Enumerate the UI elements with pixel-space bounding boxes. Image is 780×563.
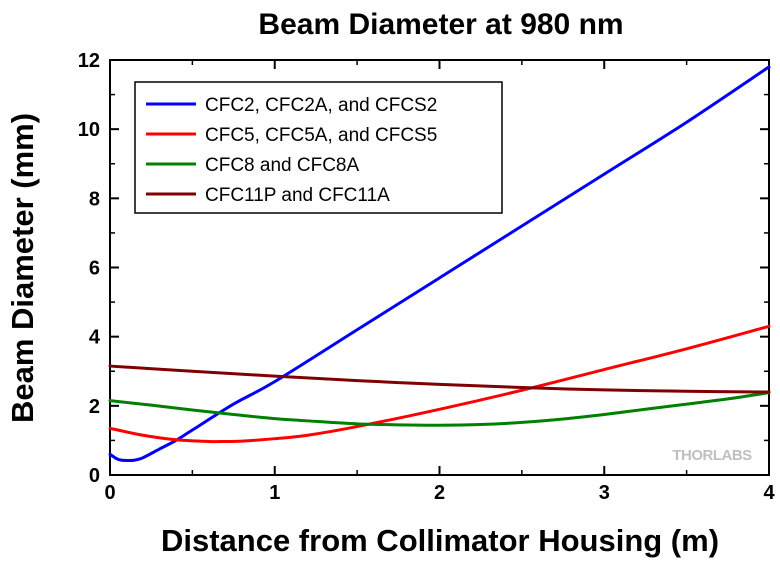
y-tick-label: 2 bbox=[89, 396, 100, 418]
x-tick-label: 4 bbox=[763, 482, 775, 504]
series-line-2 bbox=[108, 324, 771, 444]
y-tick-label: 6 bbox=[89, 258, 100, 280]
x-axis: 0 1 2 3 4 bbox=[104, 60, 775, 504]
legend-label-1: CFC2, CFC2A, and CFCS2 bbox=[205, 95, 437, 116]
series-layer bbox=[108, 65, 771, 463]
y-tick-label: 0 bbox=[89, 465, 100, 487]
thorlabs-watermark: THORLABS bbox=[672, 447, 752, 464]
y-tick-label: 4 bbox=[89, 327, 101, 349]
y-axis-label: Beam Diameter (mm) bbox=[5, 113, 40, 423]
y-axis: 0 2 4 6 8 10 12 bbox=[78, 50, 769, 487]
legend: CFC2, CFC2A, and CFCS2 CFC5, CFC5A, and C… bbox=[134, 81, 503, 214]
x-axis-label: Distance from Collimator Housing (m) bbox=[161, 523, 719, 558]
series-line-3 bbox=[108, 391, 771, 427]
series-line-4 bbox=[108, 364, 771, 394]
chart-title: Beam Diameter at 980 nm bbox=[258, 8, 623, 41]
y-tick-label: 12 bbox=[78, 50, 100, 72]
series-line-1 bbox=[108, 65, 771, 463]
x-tick-label: 2 bbox=[434, 482, 445, 504]
legend-box bbox=[134, 81, 503, 214]
x-tick-label: 3 bbox=[599, 482, 610, 504]
y-tick-label: 8 bbox=[89, 188, 100, 210]
legend-label-2: CFC5, CFC5A, and CFCS5 bbox=[205, 125, 437, 146]
legend-label-3: CFC8 and CFC8A bbox=[205, 155, 359, 176]
y-tick-label: 10 bbox=[78, 119, 100, 141]
x-tick-label: 1 bbox=[269, 482, 280, 504]
legend-label-4: CFC11P and CFC11A bbox=[205, 185, 390, 206]
x-tick-label: 0 bbox=[104, 482, 115, 504]
